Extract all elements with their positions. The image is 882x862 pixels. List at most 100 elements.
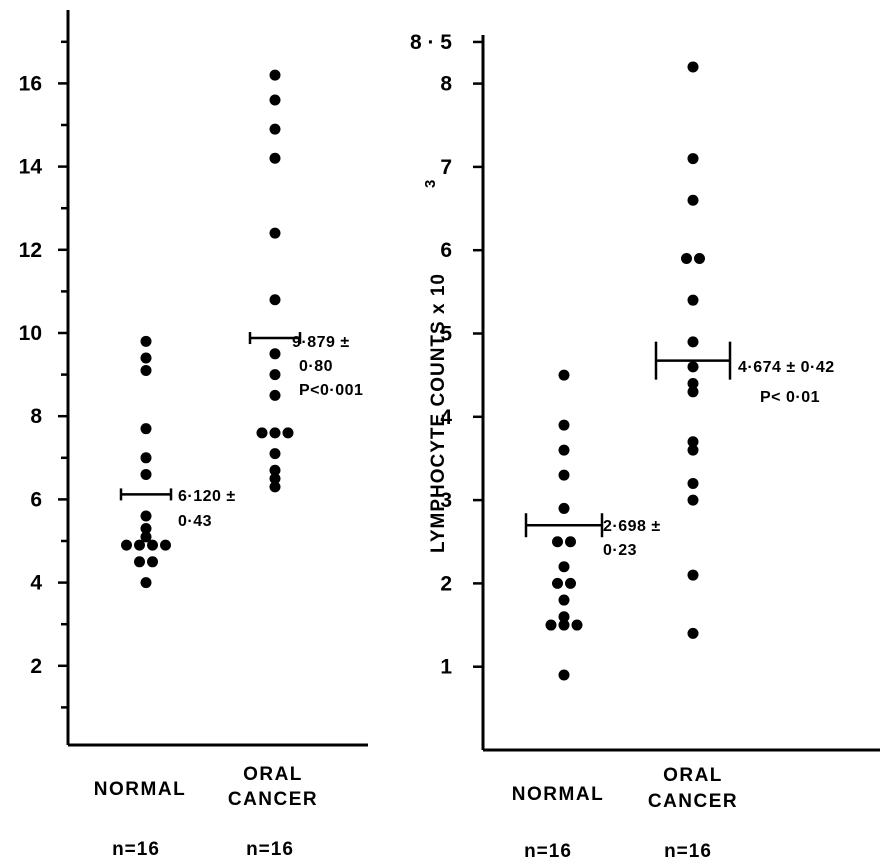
right-normal-point-2: [558, 444, 570, 456]
left-y-tick-label-7: 16: [19, 72, 42, 95]
right-cancer-point-1: [687, 153, 699, 165]
left-cancer-point-7: [269, 369, 281, 381]
left-normal-point-8: [140, 531, 152, 543]
right-y-axis-label-exponent: 3: [422, 179, 439, 188]
left-y-tick-label-5: 12: [19, 239, 42, 262]
right-normal-point-9: [565, 577, 576, 589]
left-cancer-point-5: [269, 294, 281, 306]
right-cancer-point-13: [687, 494, 699, 506]
right-cancer-point-5: [687, 294, 699, 306]
right-normal-point-10: [558, 594, 570, 606]
left-normal-point-10: [160, 539, 171, 551]
right-normal-point-0: [558, 369, 570, 381]
left-cancer-point-9: [256, 427, 268, 439]
right-mean-bars: [524, 341, 732, 538]
left-cancer-point-1: [269, 94, 281, 106]
left-cancer-point-0: [269, 69, 281, 81]
left-normal-point-9: [147, 539, 158, 551]
left-cancer-point-13: [269, 464, 281, 476]
right-category-cancer-line1: ORAL: [663, 765, 723, 786]
right-cancer-point-6: [687, 336, 699, 348]
right-normal-point-11: [558, 611, 570, 623]
left-y-tick-label-3: 8: [30, 405, 42, 428]
right-panel: 1 2 3 4 5 6 7 8 8 · 5 LYMPHOCYTE COUNTS x 10 3 2…: [410, 31, 880, 862]
right-y-tick-label-6: 7: [440, 156, 452, 179]
right-normal-point-14: [571, 619, 583, 631]
left-normal-point-11: [121, 539, 132, 551]
left-y-tick-label-0: 2: [30, 655, 42, 678]
right-n-cancer: n=16: [664, 841, 712, 862]
right-y-tick-label-3: 4: [440, 406, 452, 429]
left-normal-point-3: [140, 423, 152, 435]
right-normal-point-13: [558, 619, 570, 631]
left-normal-point-2: [140, 364, 152, 376]
left-normal-point-1: [140, 352, 152, 364]
left-y-tick-label-2: 6: [30, 488, 42, 511]
left-normal-point-14: [134, 556, 145, 568]
right-y-tick-label-1: 2: [440, 572, 452, 595]
left-y-ticks: 2 4 6 8 10 12 14 16: [19, 40, 68, 709]
right-normal-point-7: [558, 561, 570, 573]
right-y-tick-label-0: 1: [440, 656, 452, 679]
right-category-cancer-line2: CANCER: [648, 791, 738, 812]
left-normal-point-6: [140, 510, 152, 522]
right-normal-point-5: [552, 536, 563, 548]
right-normal-annotation-line1: 2·698 ±: [603, 518, 661, 535]
right-normal-point-8: [552, 577, 563, 589]
left-normal-point-5: [140, 468, 152, 480]
left-category-cancer-line1: ORAL: [243, 764, 303, 785]
left-y-tick-label-4: 10: [19, 322, 42, 345]
left-cancer-annotation-line2: 0·80: [299, 358, 333, 375]
left-normal-annotation-line2: 0·43: [178, 513, 212, 530]
left-cancer-point-3: [269, 152, 281, 164]
left-panel: 2 4 6 8 10 12 14 16 6·120 ± 0·43 9·879 ± 0·80 P…: [19, 10, 368, 860]
right-cancer-point-2: [687, 194, 699, 206]
right-n-normal: n=16: [524, 841, 572, 862]
right-y-tick-label-8: 8 · 5: [410, 31, 452, 54]
left-normal-point-0: [140, 335, 152, 347]
left-cancer-point-12: [269, 448, 281, 460]
right-y-axis-label: LYMPHOCYTE COUNTS x 10: [428, 273, 449, 553]
left-cancer-point-6: [269, 348, 281, 360]
left-y-tick-label-6: 14: [19, 156, 43, 179]
left-n-cancer: n=16: [246, 839, 294, 860]
left-cancer-annotation-line1: 9·879 ±: [292, 334, 350, 351]
right-cancer-annotation-line2: P< 0·01: [760, 389, 820, 406]
right-normal-point-4: [558, 502, 570, 514]
left-cancer-point-15: [269, 481, 281, 493]
left-cancer-annotation-line3: P<0·001: [299, 382, 363, 399]
right-cancer-point-8: [687, 377, 699, 389]
right-cancer-point-7: [687, 361, 699, 373]
right-normal-point-12: [545, 619, 557, 631]
right-category-normal: NORMAL: [512, 784, 604, 805]
right-y-tick-label-7: 8: [440, 73, 452, 96]
left-mean-bars: [119, 332, 302, 501]
left-normal-annotation-line1: 6·120 ±: [178, 488, 236, 505]
left-cancer-point-8: [269, 389, 281, 401]
right-normal-point-15: [558, 669, 570, 681]
left-normal-point-12: [134, 539, 145, 551]
left-normal-point-13: [147, 556, 158, 568]
left-cancer-point-2: [269, 123, 281, 135]
right-cancer-annotation-line1: 4·674 ± 0·42: [738, 359, 835, 376]
right-normal-point-3: [558, 469, 570, 481]
left-category-cancer-line2: CANCER: [228, 789, 318, 810]
left-y-tick-label-1: 4: [30, 572, 42, 595]
right-normal-point-1: [558, 419, 570, 431]
right-cancer-point-3: [681, 253, 692, 265]
right-normal-point-6: [565, 536, 576, 548]
left-cancer-point-4: [269, 227, 281, 239]
left-normal-point-4: [140, 452, 152, 464]
right-normal-annotation-line2: 0·23: [603, 542, 637, 559]
right-cancer-point-14: [687, 569, 699, 581]
right-data-points: [545, 61, 705, 681]
right-cancer-point-12: [687, 477, 699, 489]
right-y-tick-label-5: 6: [440, 239, 452, 262]
left-n-normal: n=16: [112, 839, 160, 860]
left-category-normal: NORMAL: [94, 779, 186, 800]
right-y-tick-label-2: 3: [440, 489, 452, 512]
right-cancer-point-9: [687, 386, 699, 398]
left-cancer-point-14: [269, 473, 281, 485]
right-cancer-point-15: [687, 627, 699, 639]
